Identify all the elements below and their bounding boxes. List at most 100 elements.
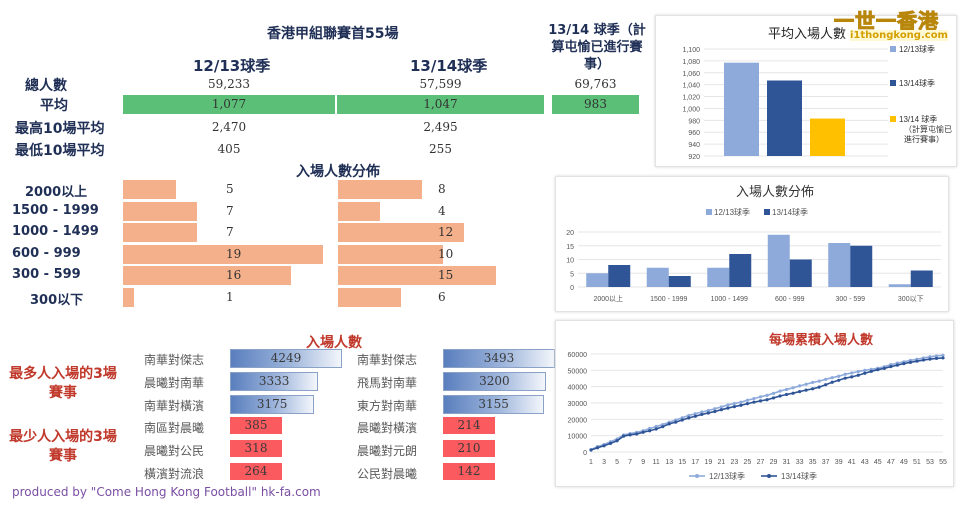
match-attendance-value-right: 3493 bbox=[483, 351, 515, 365]
match-attendance-value-right: 214 bbox=[457, 418, 481, 433]
average-chart-y-tick: 1,060 bbox=[682, 71, 700, 78]
cumulative-chart-point bbox=[882, 366, 886, 370]
distribution-value-1213: 16 bbox=[226, 268, 242, 282]
cumulative-chart-point bbox=[778, 394, 782, 398]
average-chart-y-tick: 980 bbox=[688, 118, 700, 125]
distribution-chart-panel: 入場人數分佈 0 5 10 15 20 12/13球季 13/14球季 2000以上 1500 … bbox=[555, 176, 949, 312]
distribution-chart-bar bbox=[668, 276, 691, 287]
match-attendance-bar-left: 3333 bbox=[230, 371, 319, 391]
cumulative-chart-panel: 每場累積入場人數 0 10000 20000 30000 40000 50000 60000… bbox=[555, 320, 954, 487]
cumulative-chart-point bbox=[850, 375, 854, 379]
cumulative-chart-point bbox=[765, 393, 769, 397]
cumulative-chart-point bbox=[811, 380, 815, 385]
cumulative-chart-x-tick: 13 bbox=[665, 459, 673, 466]
cumulative-chart-point bbox=[654, 427, 658, 431]
summary-value-1314-adjusted: 983 bbox=[584, 97, 607, 111]
cumulative-chart-point bbox=[595, 446, 600, 450]
distribution-bar-1213 bbox=[123, 223, 197, 242]
summary-row-label: 最低10場平均 bbox=[15, 143, 105, 159]
cumulative-chart-point bbox=[837, 374, 841, 378]
cumulative-chart-point bbox=[706, 411, 710, 415]
distribution-chart-x-tick: 300 - 599 bbox=[835, 296, 865, 303]
match-name-right: 晨曦對元朗 bbox=[357, 444, 418, 459]
cumulative-chart-point bbox=[719, 405, 723, 409]
match-name-left: 南區對晨曦 bbox=[144, 421, 205, 436]
cumulative-chart-point bbox=[843, 376, 847, 380]
distribution-bar-1314 bbox=[338, 223, 464, 242]
distribution-row-label: 1000 - 1499 bbox=[12, 224, 99, 239]
distribution-value-1314: 8 bbox=[438, 182, 446, 196]
average-chart-title: 平均入場人數 bbox=[768, 27, 847, 42]
distribution-title: 入場人數分佈 bbox=[296, 164, 380, 180]
cumulative-chart-point bbox=[797, 389, 802, 394]
cumulative-chart-point bbox=[791, 386, 795, 390]
summary-value-1213: 405 bbox=[217, 142, 241, 156]
cumulative-chart-point bbox=[850, 371, 854, 375]
cumulative-chart-x-tick: 15 bbox=[678, 459, 686, 466]
cumulative-chart-point bbox=[726, 406, 730, 410]
distribution-chart-bar bbox=[789, 259, 812, 287]
match-name-left: 南華對橫濱 bbox=[144, 398, 205, 413]
distribution-bar-1213 bbox=[123, 201, 197, 221]
match-attendance-value-right: 142 bbox=[457, 464, 481, 478]
cumulative-chart-point bbox=[680, 416, 684, 420]
match-attendance-value-right: 3200 bbox=[479, 373, 510, 388]
summary-value-1314-adjusted: 69,763 bbox=[574, 77, 617, 91]
cumulative-chart-point bbox=[661, 425, 665, 429]
cumulative-chart-x-tick: 21 bbox=[717, 459, 725, 466]
cumulative-chart-point bbox=[784, 387, 789, 392]
cumulative-chart-point bbox=[700, 410, 704, 414]
cumulative-chart-point bbox=[621, 434, 626, 438]
distribution-bar-1314 bbox=[338, 244, 443, 264]
cumulative-chart-x-tick: 47 bbox=[887, 459, 895, 466]
cumulative-chart-point bbox=[928, 355, 932, 359]
distribution-chart-legend-swatch bbox=[764, 209, 770, 215]
cumulative-chart-point bbox=[928, 357, 932, 361]
distribution-chart-bar bbox=[729, 254, 752, 287]
average-chart-legend-swatch bbox=[890, 80, 896, 86]
cumulative-chart-x-tick: 41 bbox=[848, 459, 856, 466]
match-attendance-value-left: 385 bbox=[244, 418, 268, 433]
cumulative-chart-x-tick: 3 bbox=[602, 459, 606, 466]
cumulative-chart-x-tick: 27 bbox=[757, 459, 765, 466]
cumulative-chart-point bbox=[732, 404, 737, 409]
cumulative-chart-point bbox=[752, 400, 756, 404]
average-highlight-bar bbox=[123, 95, 335, 114]
most-attended-label: 最多人入場的3場賽事 bbox=[9, 366, 117, 401]
cumulative-chart-x-tick: 35 bbox=[809, 459, 817, 466]
cumulative-chart-y-tick: 50000 bbox=[568, 368, 588, 375]
distribution-chart-legend-label: 12/13球季 bbox=[714, 207, 750, 217]
cumulative-chart-point bbox=[817, 379, 821, 383]
distribution-row-label: 300 - 599 bbox=[12, 267, 81, 282]
distribution-chart-x-tick: 1000 - 1499 bbox=[711, 296, 748, 303]
cumulative-chart-point bbox=[778, 389, 782, 393]
cumulative-chart-point bbox=[674, 420, 678, 424]
cumulative-chart-point bbox=[791, 391, 795, 395]
distribution-value-1213: 5 bbox=[226, 182, 234, 196]
summary-row-label: 平均 bbox=[40, 98, 68, 114]
distribution-chart-bar bbox=[707, 267, 730, 287]
distribution-chart-svg: 0 5 10 15 20 12/13球季 13/14球季 2000以上 1500 - 1999 1… bbox=[566, 207, 941, 303]
cumulative-chart-legend-marker bbox=[695, 474, 699, 478]
distribution-chart-title: 入場人數分佈 bbox=[736, 185, 815, 200]
cumulative-chart-x-tick: 43 bbox=[861, 459, 869, 466]
distribution-chart-x-tick: 2000以上 bbox=[593, 294, 623, 303]
distribution-chart-bar bbox=[608, 265, 631, 287]
summary-value-1314: 255 bbox=[429, 142, 452, 156]
summary-col3-header: 13/14 球季（計算屯愉已進行賽事） bbox=[548, 23, 646, 72]
cumulative-chart-point bbox=[941, 356, 945, 360]
cumulative-chart-point bbox=[628, 433, 632, 437]
match-attendance-bar-left: 318 bbox=[230, 440, 282, 458]
cumulative-chart-y-tick: 60000 bbox=[568, 352, 588, 359]
average-chart-panel: 平均入場人數 920 940 960 980 1,000 1,020 1,040 1,060 1… bbox=[655, 15, 957, 167]
cumulative-chart-point bbox=[771, 396, 776, 400]
cumulative-chart-point bbox=[680, 418, 684, 422]
distribution-bar-1213 bbox=[123, 180, 176, 199]
cumulative-chart-point bbox=[869, 369, 873, 373]
cumulative-chart-x-tick: 23 bbox=[731, 459, 739, 466]
matches-title: 入場人數 bbox=[306, 335, 362, 351]
match-attendance-bar-left: 4249 bbox=[230, 349, 342, 368]
cumulative-chart-point bbox=[589, 448, 593, 452]
cumulative-chart-point bbox=[856, 369, 860, 374]
